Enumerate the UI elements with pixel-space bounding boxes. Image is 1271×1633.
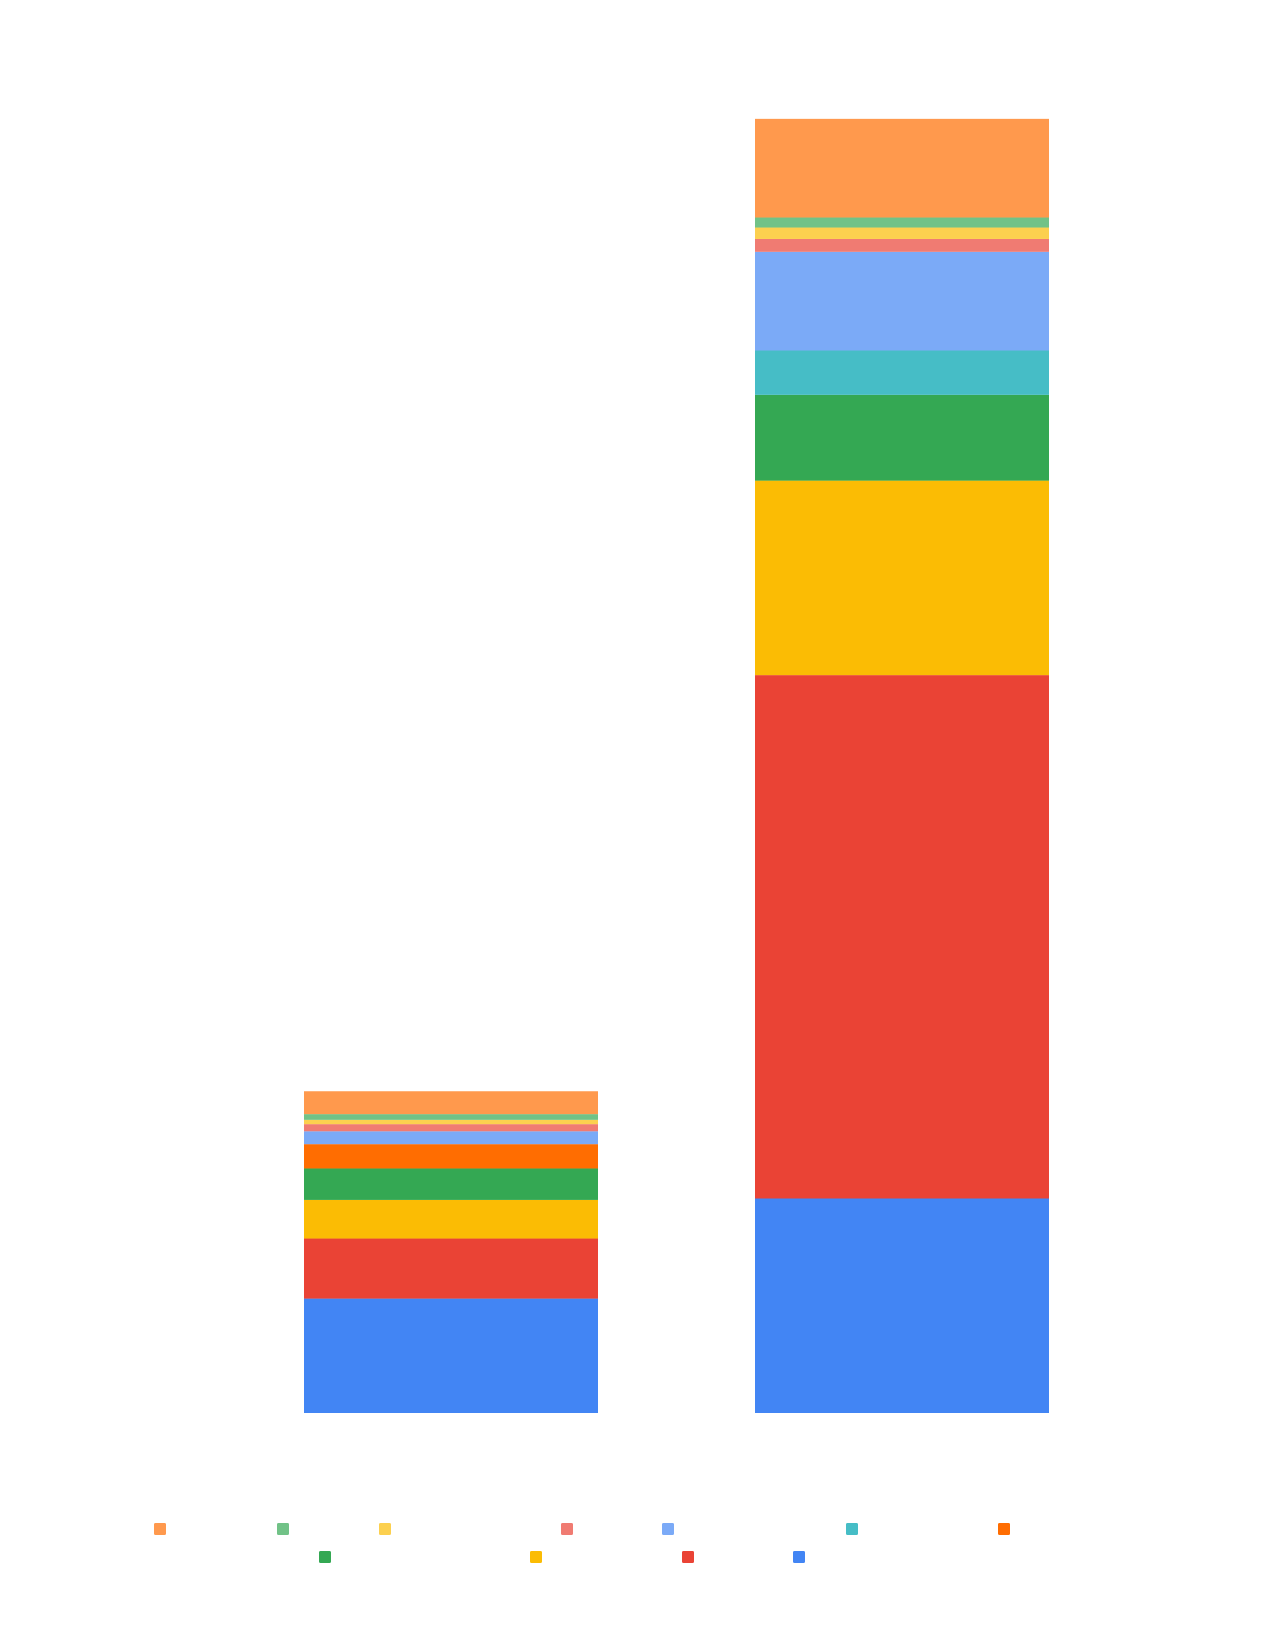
legend-swatch-1 [682, 1551, 694, 1563]
legend-item-2 [530, 1551, 542, 1563]
bar-segment-c1-s1 [755, 675, 1049, 1199]
bar-segment-c1-s7 [755, 238, 1049, 252]
bar-segment-c0-s4 [304, 1144, 598, 1169]
legend-swatch-9 [277, 1523, 289, 1535]
legend-item-6 [662, 1523, 674, 1535]
legend-item-4 [998, 1523, 1010, 1535]
legend-item-1 [682, 1551, 694, 1563]
legend-swatch-4 [998, 1523, 1010, 1535]
bar-segment-c0-s3 [304, 1168, 598, 1200]
bar-segment-c0-s0 [304, 1298, 598, 1413]
legend-swatch-0 [793, 1551, 805, 1563]
legend-item-3 [319, 1551, 331, 1563]
bars-group [304, 118, 1049, 1413]
bar-segment-c1-s5 [755, 350, 1049, 395]
legend [154, 1523, 1010, 1563]
bar-segment-c0-s7 [304, 1124, 598, 1132]
bar-segment-c1-s0 [755, 1198, 1049, 1413]
legend-swatch-7 [561, 1523, 573, 1535]
legend-item-5 [846, 1523, 858, 1535]
legend-swatch-8 [379, 1523, 391, 1535]
legend-swatch-6 [662, 1523, 674, 1535]
legend-item-7 [561, 1523, 573, 1535]
bar-segment-c0-s8 [304, 1119, 598, 1125]
legend-swatch-10 [154, 1523, 166, 1535]
legend-item-8 [379, 1523, 391, 1535]
bar-segment-c0-s1 [304, 1238, 598, 1299]
bar-segment-c0-s2 [304, 1199, 598, 1239]
bar-segment-c1-s10 [755, 118, 1049, 218]
legend-swatch-3 [319, 1551, 331, 1563]
bar-segment-c1-s6 [755, 251, 1049, 351]
legend-swatch-2 [530, 1551, 542, 1563]
bar-segment-c1-s9 [755, 217, 1049, 228]
bar-segment-c0-s6 [304, 1131, 598, 1145]
bar-segment-c0-s9 [304, 1114, 598, 1120]
bar-segment-c0-s10 [304, 1091, 598, 1115]
bar-segment-c1-s8 [755, 227, 1049, 239]
legend-item-9 [277, 1523, 289, 1535]
bar-segment-c1-s3 [755, 394, 1049, 481]
bar-segment-c1-s2 [755, 480, 1049, 676]
legend-item-10 [154, 1523, 166, 1535]
legend-item-0 [793, 1551, 805, 1563]
legend-swatch-5 [846, 1523, 858, 1535]
